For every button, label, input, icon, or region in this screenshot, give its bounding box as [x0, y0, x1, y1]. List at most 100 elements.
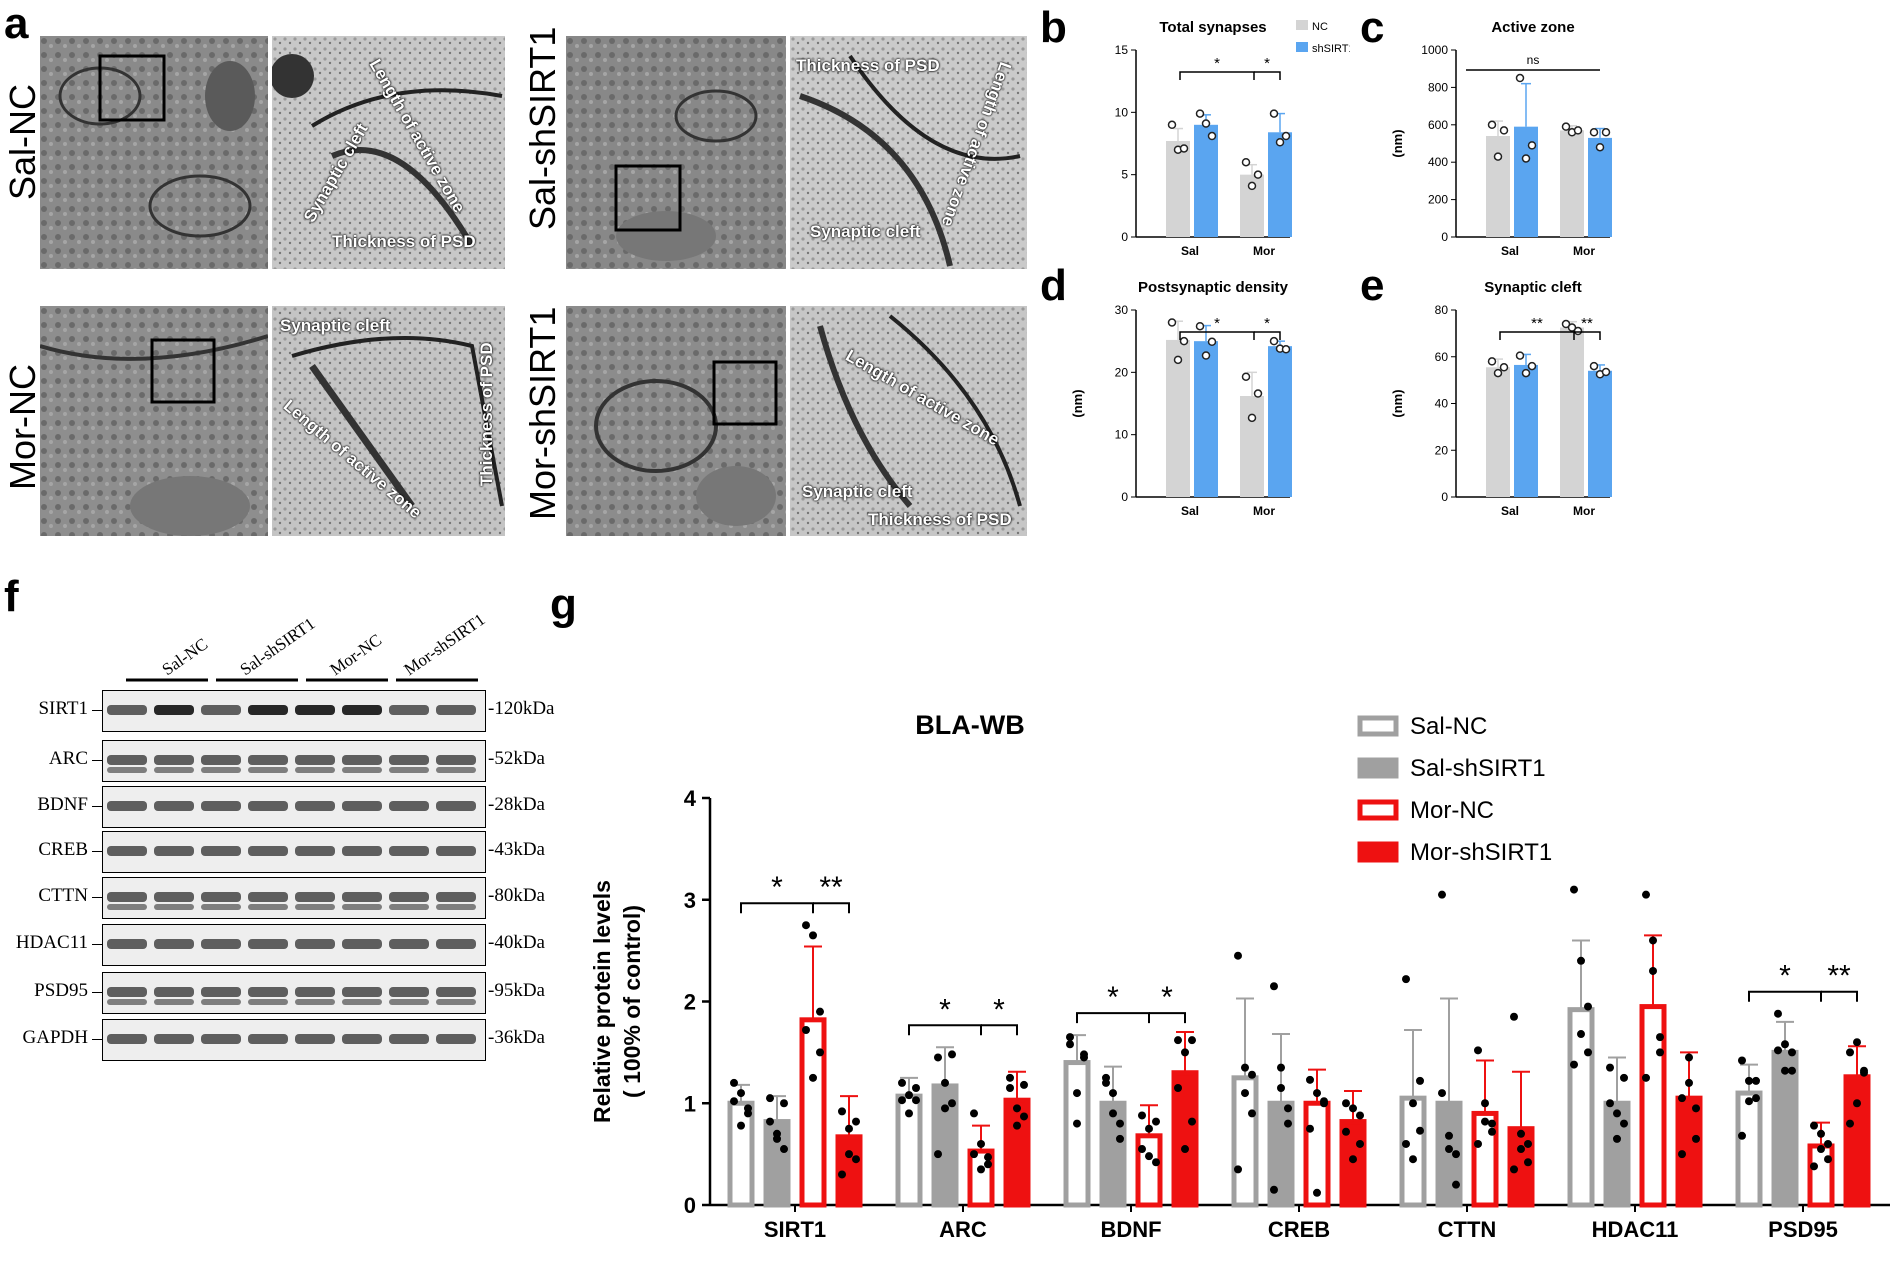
wb-band [436, 987, 476, 997]
wb-band [436, 801, 476, 811]
data-point [1342, 1127, 1350, 1136]
em-zoom-mor-nc: Synaptic cleft Thickness of PSD Length o… [272, 306, 505, 536]
data-point [1179, 336, 1189, 346]
data-point [1613, 1109, 1621, 1118]
wb-band [248, 892, 288, 902]
panel-label-d: d [1040, 261, 1067, 310]
chart-title: Active zone [1491, 19, 1574, 36]
wb-band [342, 892, 382, 902]
wb-band [295, 801, 335, 811]
data-point [1517, 1145, 1525, 1154]
data-point [1577, 1030, 1585, 1039]
bar [1588, 370, 1612, 497]
significance-bracket [1574, 331, 1601, 340]
y-axis-label: (nm) [1390, 129, 1405, 157]
data-point [1306, 1124, 1314, 1133]
significance-label: * [1214, 315, 1220, 332]
wb-band [295, 904, 335, 910]
wb-band [154, 767, 194, 773]
wb-band [342, 705, 382, 715]
panel-label-c: c [1360, 3, 1385, 52]
data-point [1524, 1139, 1532, 1148]
data-point [1510, 1012, 1518, 1021]
data-point [1521, 368, 1531, 378]
chart-active-zone: Active zone (nm) 0 200 400 600 800 1000 Sal Mor ns [1390, 19, 1612, 258]
wb-band [201, 987, 241, 997]
data-point [1595, 142, 1605, 152]
data-point [1745, 1097, 1753, 1106]
data-point [1601, 367, 1611, 377]
wb-band [248, 755, 288, 765]
wb-tick [92, 897, 102, 898]
data-point [1006, 1083, 1014, 1092]
data-point [780, 1145, 788, 1154]
legend-label: Sal-NC [1410, 713, 1487, 740]
significance-label: * [771, 871, 783, 904]
wb-band [107, 755, 147, 765]
data-point [1817, 1145, 1825, 1154]
data-point [1781, 1066, 1789, 1075]
x-tick-label: Sal [1501, 504, 1519, 518]
bar [1399, 1095, 1427, 1208]
wb-band [342, 1034, 382, 1044]
wb-band [154, 755, 194, 765]
y-tick-label: 30 [1115, 303, 1129, 317]
wb-band [342, 846, 382, 856]
data-point [1527, 361, 1537, 371]
data-point [1020, 1112, 1028, 1121]
data-point [1752, 1076, 1760, 1085]
wb-band [295, 705, 335, 715]
data-point [905, 1091, 913, 1100]
data-point [1281, 131, 1291, 141]
bar [1268, 132, 1292, 237]
bar [1194, 341, 1218, 497]
significance-bracket [740, 902, 814, 914]
em-overview-sal-nc [40, 36, 268, 269]
chart-title: BLA-WB [915, 710, 1024, 740]
data-point [970, 1109, 978, 1118]
y-tick-label: 0 [684, 1193, 696, 1218]
data-point [1584, 1048, 1592, 1057]
wb-tick [92, 806, 102, 807]
data-point [1738, 1056, 1746, 1065]
data-point [1570, 885, 1578, 894]
data-point [1515, 73, 1525, 83]
data-point [1167, 318, 1177, 327]
data-point [1567, 323, 1577, 332]
data-point [977, 1139, 985, 1148]
data-point [1356, 1139, 1364, 1148]
em-zoom-mor-shsirt1: Length of active zone Synaptic cleft Thi… [790, 306, 1027, 536]
data-point [1356, 1111, 1364, 1120]
wb-band [201, 767, 241, 773]
data-point [1810, 1162, 1818, 1171]
data-point [1066, 1033, 1074, 1042]
data-point [1138, 1111, 1146, 1120]
data-point [730, 1097, 738, 1106]
x-tick-label: Mor [1573, 504, 1595, 518]
wb-band [201, 705, 241, 715]
data-point [1452, 1180, 1460, 1189]
data-point [941, 1104, 949, 1113]
data-point [1201, 351, 1211, 360]
wb-band [295, 939, 335, 949]
bar [1063, 1060, 1091, 1208]
y-tick-label: 1000 [1421, 43, 1448, 57]
data-point [1284, 1119, 1292, 1128]
bar [1194, 124, 1218, 237]
bar [1567, 1007, 1595, 1208]
significance-bracket [1254, 331, 1281, 340]
em-zoom-sal-shsirt1: Thickness of PSD Length of active zone S… [790, 36, 1027, 269]
legend-swatch [1296, 42, 1308, 52]
data-point [1620, 1119, 1628, 1128]
y-tick-label: 20 [1115, 365, 1129, 379]
data-point [838, 1170, 846, 1179]
significance-label: ** [1827, 960, 1851, 993]
wb-band [436, 939, 476, 949]
data-point [1860, 1066, 1868, 1075]
y-axis-label: (nm) [1070, 389, 1085, 417]
data-point [1313, 1089, 1321, 1098]
wb-band [295, 846, 335, 856]
wb-band [436, 1034, 476, 1044]
wb-band [389, 755, 429, 765]
data-point [1248, 1070, 1256, 1079]
